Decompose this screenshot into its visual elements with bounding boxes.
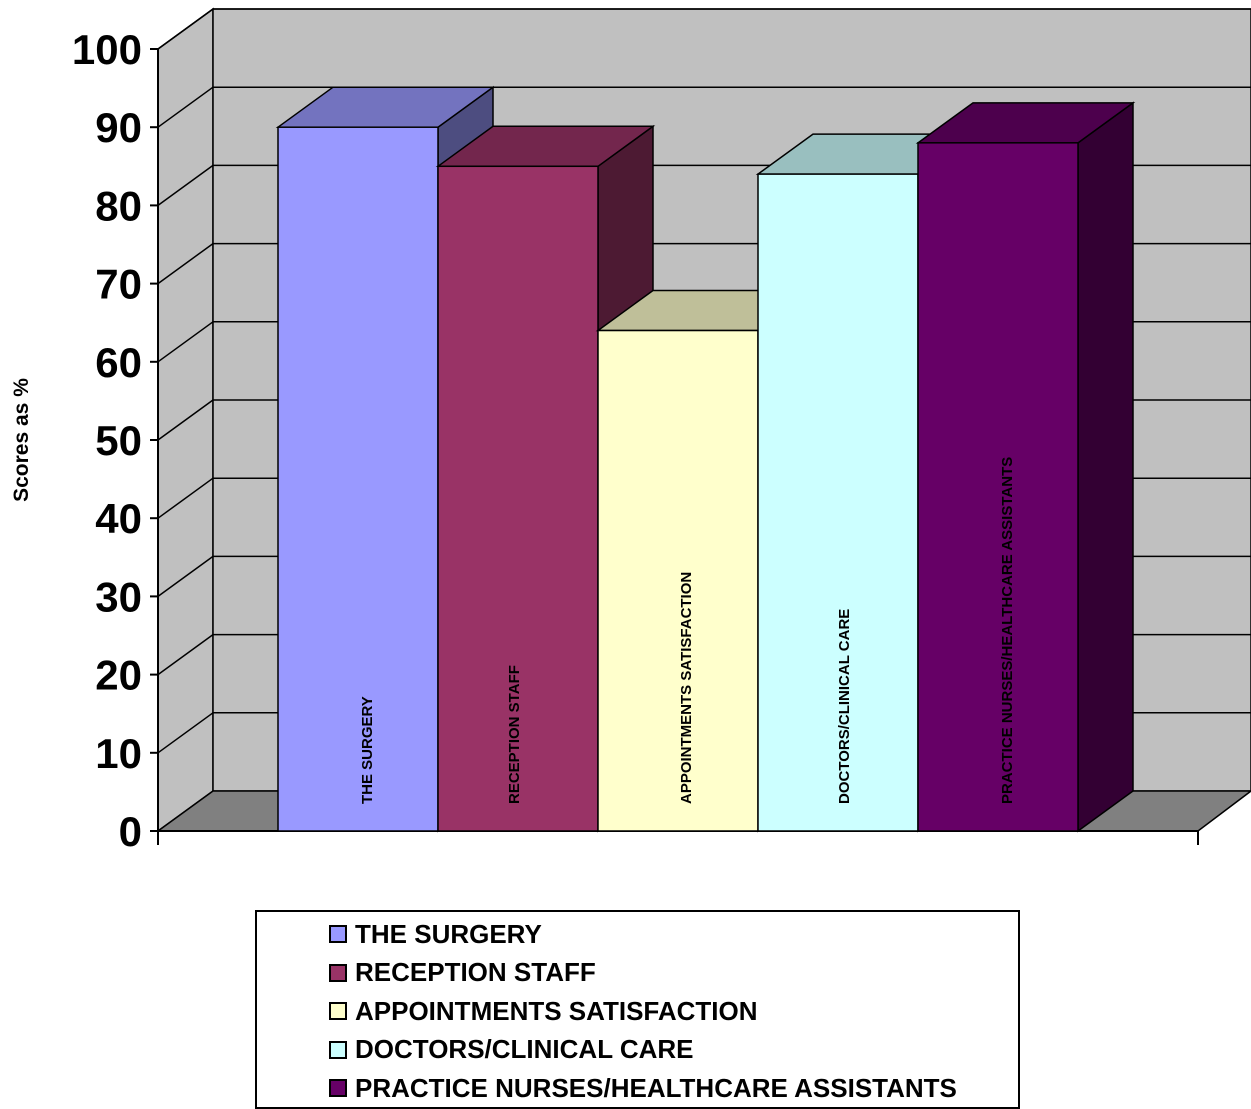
y-axis-title: Scores as % xyxy=(10,378,33,502)
gridline-diagonal xyxy=(157,8,214,50)
legend-label: DOCTORS/CLINICAL CARE xyxy=(355,1034,694,1064)
bars xyxy=(275,85,1136,833)
gridline-diagonal xyxy=(157,86,214,128)
legend-item: RECEPTION STAFF xyxy=(329,957,596,988)
y-tick-label: 40 xyxy=(95,495,142,542)
bar-front xyxy=(757,173,919,832)
bar-label: APPOINTMENTS SATISFACTION xyxy=(678,572,695,804)
bar-front xyxy=(597,329,759,832)
bar xyxy=(915,101,1136,833)
bar-front xyxy=(917,142,1079,832)
bar-label: THE SURGERY xyxy=(359,696,376,804)
legend-swatch xyxy=(329,1040,347,1059)
bar-label: DOCTORS/CLINICAL CARE xyxy=(836,609,853,804)
legend: THE SURGERY RECEPTION STAFF APPOINTMENTS S… xyxy=(255,910,1020,1109)
y-tick-label: 80 xyxy=(95,182,142,229)
gridline-diagonal xyxy=(157,477,214,519)
gridline-diagonal xyxy=(157,399,214,441)
gridline-diagonal xyxy=(157,633,214,676)
legend-swatch xyxy=(329,1079,347,1097)
y-tick-label: 30 xyxy=(95,573,142,620)
legend-label: PRACTICE NURSES/HEALTHCARE ASSISTANTS xyxy=(355,1072,957,1103)
gridline-diagonal xyxy=(157,555,214,598)
y-tick-label: 10 xyxy=(95,730,142,777)
bar-front xyxy=(277,126,439,832)
bar-label: PRACTICE NURSES/HEALTHCARE ASSISTANTS xyxy=(999,457,1016,804)
bar-labels: THE SURGERY RECEPTION STAFF APPOINTMENTS S… xyxy=(359,457,1016,804)
legend-swatch xyxy=(329,925,347,943)
legend-label: THE SURGERY xyxy=(355,918,542,949)
bar-front xyxy=(437,165,599,832)
bar-side xyxy=(1077,101,1134,833)
legend-label: RECEPTION STAFF xyxy=(355,957,596,987)
legend-item: DOCTORS/CLINICAL CARE xyxy=(329,1034,694,1065)
legend-item: PRACTICE NURSES/HEALTHCARE ASSISTANTS xyxy=(329,1073,957,1103)
bar-label: RECEPTION STAFF xyxy=(506,665,523,804)
legend-swatch xyxy=(329,1002,347,1020)
y-axis: 0 10 20 30 40 50 60 70 80 90 100 xyxy=(72,26,1199,855)
legend-item: APPOINTMENTS SATISFACTION xyxy=(329,996,758,1026)
y-tick-label: 20 xyxy=(95,652,142,699)
gridline-diagonal xyxy=(157,242,214,285)
y-tick-label: 50 xyxy=(95,417,142,464)
gridline-diagonal xyxy=(157,164,214,207)
y-tick-label: 100 xyxy=(72,26,142,73)
gridline-diagonal xyxy=(157,321,214,363)
y-tick-label: 70 xyxy=(95,261,142,308)
legend-swatch xyxy=(329,963,347,982)
y-tick-label: 60 xyxy=(95,339,142,386)
y-tick-label: 0 xyxy=(119,808,142,855)
legend-item: THE SURGERY xyxy=(329,919,542,949)
y-tick-label: 90 xyxy=(95,104,142,151)
legend-label: APPOINTMENTS SATISFACTION xyxy=(355,995,758,1026)
gridline-diagonal xyxy=(157,712,214,754)
